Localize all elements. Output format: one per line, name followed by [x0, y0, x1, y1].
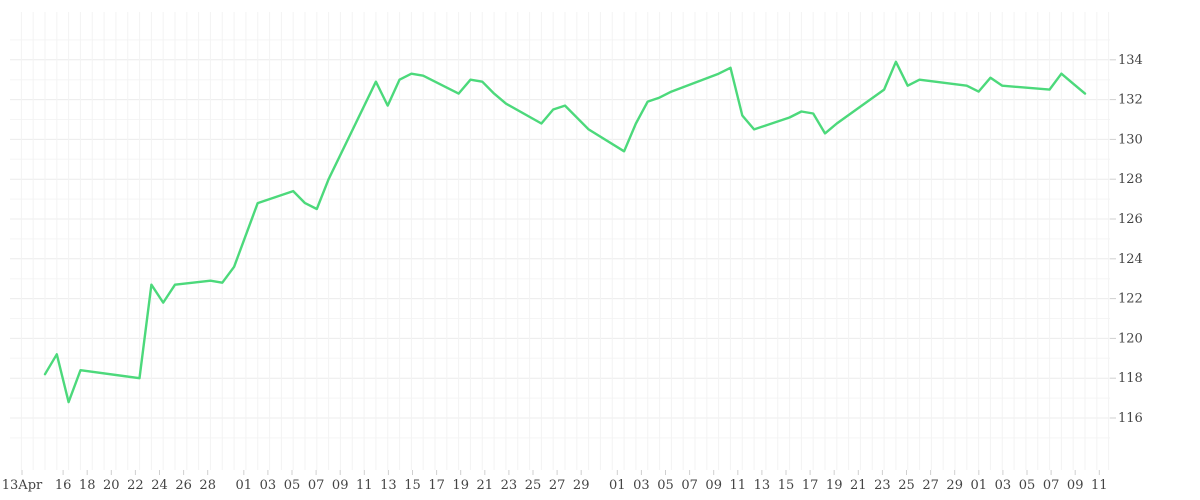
x-tick-label: 03: [260, 478, 277, 493]
x-tick-label: 01: [971, 478, 988, 493]
plot-area: [43, 60, 1087, 404]
y-tick-label: 118: [1118, 371, 1143, 386]
x-tick-label: 03: [633, 478, 650, 493]
x-tick-label: 09: [705, 478, 722, 493]
price-series-line: [43, 60, 1087, 404]
y-tick-label: 134: [1118, 53, 1143, 68]
y-tick-label: 132: [1118, 93, 1143, 108]
x-tick-label: 19: [826, 478, 843, 493]
y-tick-label: 120: [1118, 331, 1143, 346]
x-tick-label: 23: [874, 478, 891, 493]
x-tick-label: 01: [609, 478, 626, 493]
x-tick-label: 17: [802, 478, 819, 493]
y-tick-label: 116: [1118, 411, 1143, 426]
x-tick-label: 25: [898, 478, 915, 493]
x-tick-label: 29: [573, 478, 590, 493]
x-axis: 13Apr 16 18 20 22 24 26 28 01 03 05 07 09 11 13 15 17 19 2…: [2, 470, 1108, 493]
y-tick-label: 124: [1118, 252, 1143, 267]
x-tick-label: 28: [199, 478, 216, 493]
x-tick-label: 13Apr: [2, 478, 43, 493]
x-tick-label: 13: [754, 478, 771, 493]
x-tick-label: 25: [525, 478, 542, 493]
x-tick-label: 13: [380, 478, 397, 493]
x-tick-label: 15: [778, 478, 795, 493]
chart-grid: [10, 12, 1110, 470]
x-tick-label: 07: [681, 478, 698, 493]
x-tick-label: 05: [657, 478, 674, 493]
x-tick-label: 22: [127, 478, 144, 493]
x-tick-label: 17: [428, 478, 445, 493]
x-tick-label: 15: [404, 478, 421, 493]
x-tick-label: 09: [1067, 478, 1084, 493]
x-tick-label: 18: [79, 478, 96, 493]
x-tick-label: 05: [1019, 478, 1036, 493]
x-tick-label: 19: [452, 478, 469, 493]
y-tick-label: 130: [1118, 132, 1143, 147]
y-tick-label: 126: [1118, 212, 1143, 227]
x-tick-label: 20: [103, 478, 120, 493]
x-tick-label: 16: [55, 478, 72, 493]
x-tick-label: 26: [175, 478, 192, 493]
x-tick-label: 21: [850, 478, 867, 493]
x-tick-label: 24: [151, 478, 168, 493]
x-tick-label: 27: [922, 478, 939, 493]
x-tick-label: 05: [284, 478, 301, 493]
x-tick-label: 27: [549, 478, 566, 493]
x-tick-label: 07: [308, 478, 325, 493]
x-tick-label: 07: [1043, 478, 1060, 493]
x-tick-label: 01: [236, 478, 253, 493]
x-tick-label: 09: [332, 478, 349, 493]
y-tick-label: 122: [1118, 292, 1143, 307]
x-tick-label: 11: [730, 478, 747, 493]
y-axis: 116 118 120 122 124 126 128 130 132 134: [1110, 53, 1143, 426]
x-tick-label: 23: [501, 478, 518, 493]
x-tick-label: 29: [946, 478, 963, 493]
y-tick-label: 128: [1118, 172, 1143, 187]
x-tick-label: 11: [1091, 478, 1108, 493]
x-tick-label: 03: [995, 478, 1012, 493]
x-tick-label: 11: [356, 478, 373, 493]
x-tick-label: 21: [477, 478, 494, 493]
